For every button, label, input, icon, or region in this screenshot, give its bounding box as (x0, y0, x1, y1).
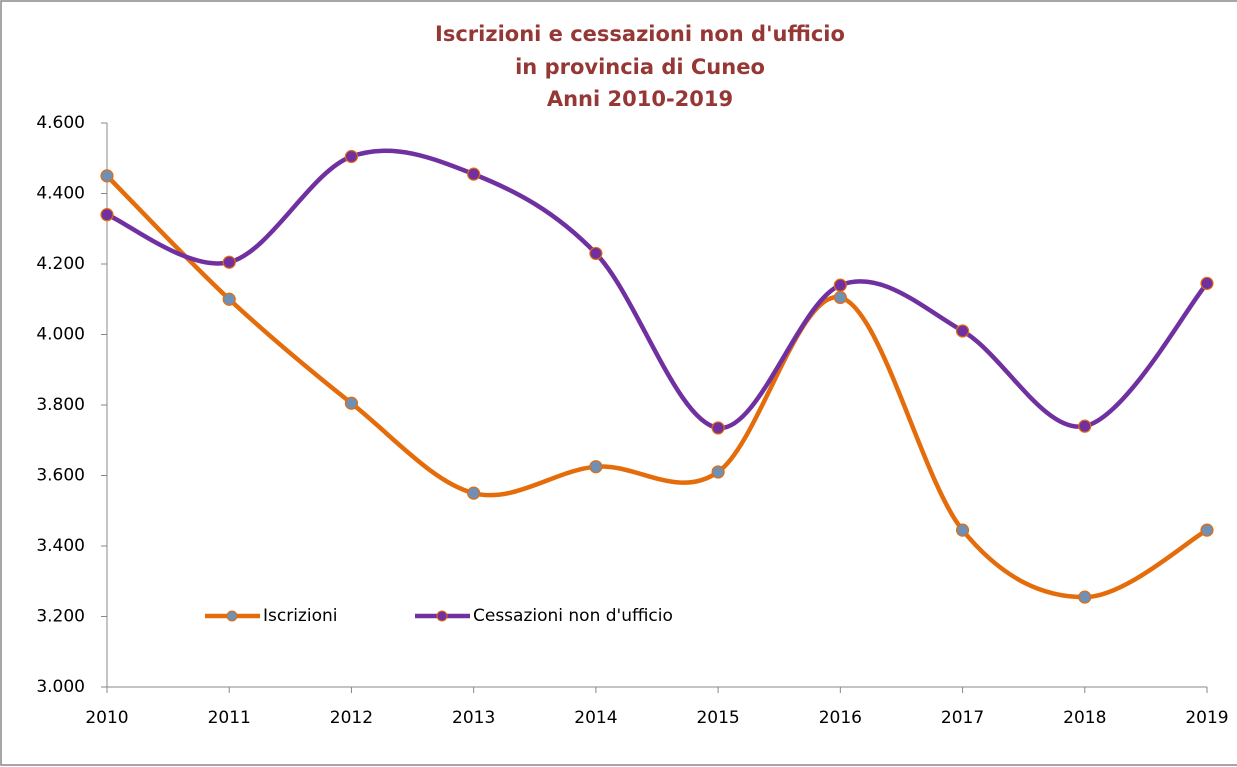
series-line (104, 173, 1210, 600)
legend-label: Cessazioni non d'ufficio (473, 606, 673, 626)
x-tick-label: 2018 (1063, 708, 1106, 728)
x-tick-label: 2012 (330, 708, 373, 728)
data-point (100, 169, 114, 183)
data-point (222, 255, 236, 269)
y-tick-label: 3.400 (36, 536, 85, 556)
legend-marker (436, 610, 448, 622)
y-tick-label: 4.200 (36, 254, 85, 274)
data-point (711, 421, 725, 435)
data-point (1200, 276, 1214, 290)
data-point (100, 208, 114, 222)
data-point (833, 278, 847, 292)
y-tick-label: 3.600 (36, 466, 85, 486)
x-tick-label: 2013 (452, 708, 495, 728)
chart-title: Anni 2010-2019 (547, 87, 733, 111)
y-tick-label: 4.600 (36, 113, 85, 133)
chart-title: Iscrizioni e cessazioni non d'ufficio (435, 22, 845, 46)
y-tick-label: 3.000 (36, 677, 85, 697)
x-tick-label: 2017 (941, 708, 984, 728)
data-point (955, 523, 970, 537)
data-point (711, 465, 725, 479)
x-tick-label: 2011 (208, 708, 251, 728)
x-tick-label: 2019 (1185, 708, 1228, 728)
series-line (104, 148, 1210, 431)
data-point (1078, 419, 1092, 433)
data-point (222, 292, 236, 306)
chart-title: in provincia di Cuneo (515, 55, 765, 79)
data-point (344, 396, 359, 410)
legend-marker (226, 610, 238, 622)
x-tick-label: 2010 (85, 708, 128, 728)
data-point (955, 324, 970, 338)
x-tick-label: 2016 (819, 708, 862, 728)
data-point (833, 290, 847, 305)
y-tick-label: 3.800 (36, 395, 85, 415)
data-point (344, 149, 359, 164)
data-point (1200, 523, 1214, 537)
data-point (589, 246, 603, 261)
data-point (1078, 590, 1092, 604)
data-point (589, 460, 603, 474)
legend-label: Iscrizioni (263, 606, 337, 626)
y-tick-label: 3.200 (36, 607, 85, 627)
y-tick-label: 4.000 (36, 325, 85, 345)
y-tick-label: 4.400 (36, 184, 85, 204)
data-point (467, 486, 481, 500)
x-tick-label: 2015 (696, 708, 739, 728)
data-point (467, 167, 481, 181)
x-tick-label: 2014 (574, 708, 617, 728)
